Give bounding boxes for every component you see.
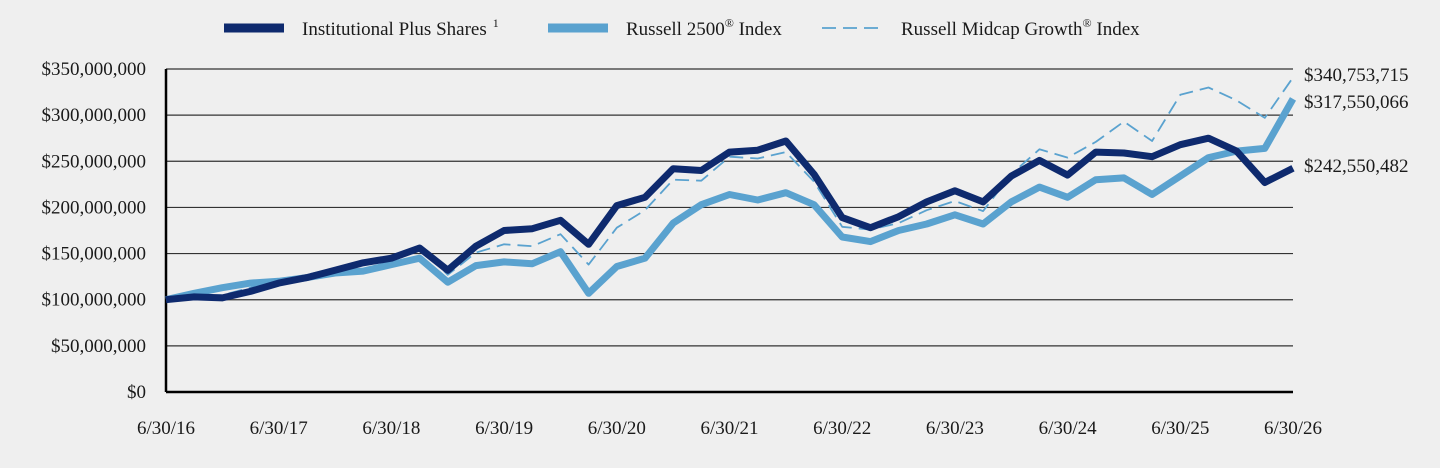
y-tick-label: $150,000,000 [42,244,147,265]
x-tick-label: 6/30/23 [926,418,984,439]
legend-label: Russell Midcap Growth® Index [901,16,1140,40]
end-value-label: $242,550,482 [1304,156,1409,177]
end-value-label: $317,550,066 [1304,92,1409,113]
legend-item: Institutional Plus Shares 1 [224,16,499,40]
x-tick-label: 6/30/26 [1264,418,1322,439]
x-tick-label: 6/30/25 [1151,418,1209,439]
x-tick-label: 6/30/18 [362,418,420,439]
series-line-2 [165,76,1294,301]
series-layer [165,76,1297,304]
y-tick-label: $50,000,000 [51,336,146,357]
legend-label: Institutional Plus Shares 1 [302,16,499,40]
y-tick-label: $100,000,000 [42,290,147,311]
x-tick-label: 6/30/17 [250,418,308,439]
x-tick-label: 6/30/24 [1039,418,1098,439]
x-tick-label: 6/30/22 [813,418,871,439]
y-tick-label: $0 [127,382,146,403]
legend-item: Russell 2500® Index [548,16,782,40]
series-line-0 [165,134,1295,304]
legend-label: Russell 2500® Index [626,16,782,40]
y-tick-label: $250,000,000 [42,151,147,172]
x-tick-label: 6/30/16 [137,418,195,439]
y-tick-label: $300,000,000 [42,105,147,126]
legend-item: Russell Midcap Growth® Index [822,16,1140,40]
x-tick-label: 6/30/21 [700,418,758,439]
gridlines [166,68,1293,347]
legend: Institutional Plus Shares 1 Russell 2500® … [224,16,1140,40]
x-axis: 6/30/16 6/30/17 6/30/18 6/30/19 6/30/20 6/30/… [137,390,1322,439]
x-tick-label: 6/30/19 [475,418,533,439]
y-tick-label: $350,000,000 [42,59,147,80]
end-value-label: $340,753,715 [1304,65,1409,86]
y-axis: $0 $50,000,000 $100,000,000 $150,000,000 $20… [42,59,168,403]
end-labels: $242,550,482 $317,550,066 $340,753,715 [1304,65,1409,177]
series-line-1 [165,97,1297,304]
y-tick-label: $200,000,000 [42,197,147,218]
x-tick-label: 6/30/20 [588,418,646,439]
